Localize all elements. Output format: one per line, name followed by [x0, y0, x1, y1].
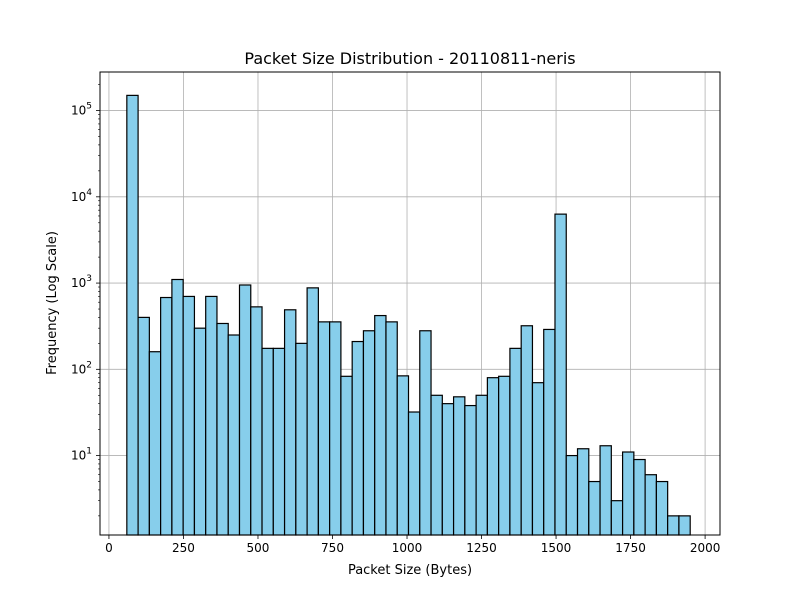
histogram-bar: [317, 321, 331, 536]
histogram-bar: [554, 213, 567, 536]
y-tick-label: 103: [71, 274, 92, 290]
histogram-bar: [205, 295, 218, 536]
histogram-bar: [362, 330, 376, 536]
histogram-bar: [520, 325, 534, 536]
y-tick-label: 102: [71, 360, 92, 376]
y-tick-base: 10: [71, 449, 86, 463]
histogram-bar: [396, 375, 410, 536]
y-tick-base: 10: [71, 190, 86, 204]
histogram-bar: [599, 445, 612, 536]
y-tick-exponent: 2: [86, 360, 92, 370]
histogram-bar: [486, 377, 500, 536]
histogram-bar: [250, 306, 263, 536]
histogram-bar: [283, 309, 297, 536]
histogram-bar: [272, 347, 286, 536]
histogram-bar: [374, 314, 387, 536]
histogram-bar: [419, 330, 432, 536]
histogram-bar: [227, 334, 241, 536]
plot-frame: [99, 71, 721, 536]
histogram-bar: [509, 347, 522, 536]
x-tick-label: 750: [321, 541, 344, 555]
histogram-bar: [565, 454, 579, 536]
y-tick-exponent: 5: [86, 102, 92, 112]
y-axis-label: Frequency (Log Scale): [45, 231, 60, 375]
x-tick-label: 0: [105, 541, 113, 555]
y-tick-exponent: 1: [86, 447, 92, 457]
y-tick-exponent: 4: [86, 188, 92, 198]
histogram-bar: [633, 458, 646, 536]
y-tick-base: 10: [71, 104, 86, 118]
y-tick-base: 10: [71, 362, 86, 376]
histogram-bar: [385, 321, 398, 536]
y-tick-label: 104: [71, 188, 92, 204]
histogram-bar: [464, 404, 477, 536]
histogram-bar: [193, 327, 207, 536]
histogram-bar: [498, 375, 511, 536]
histogram-bar: [261, 347, 274, 536]
histogram-bar: [610, 500, 624, 536]
histogram-bar: [329, 321, 342, 536]
x-tick-label: 1500: [541, 541, 572, 555]
histogram-bar: [531, 382, 545, 536]
histogram-bar: [351, 340, 365, 536]
histogram-bar: [148, 351, 162, 536]
x-tick-label: 2000: [690, 541, 721, 555]
y-tick-label: 105: [71, 102, 92, 118]
histogram-bar: [441, 403, 455, 536]
x-tick-label: 1000: [392, 541, 423, 555]
histogram-bar: [160, 296, 173, 536]
histogram-bar: [543, 328, 556, 536]
y-tick-exponent: 3: [86, 274, 92, 284]
histogram-bar: [306, 287, 319, 536]
x-tick-label: 500: [247, 541, 270, 555]
histogram-bar: [238, 284, 252, 536]
histogram-bar: [576, 448, 590, 536]
histogram-bar: [430, 394, 443, 536]
x-axis-label: Packet Size (Bytes): [348, 563, 472, 578]
histogram-bar: [452, 396, 466, 536]
histogram-bar: [655, 480, 669, 536]
histogram-bar: [407, 411, 421, 536]
y-tick-base: 10: [71, 276, 86, 290]
histogram-bar: [667, 515, 680, 536]
x-axis-ticks: 0 250 500 750 1000 1250 1500 1750 2000: [105, 535, 720, 555]
histogram-bar: [216, 322, 229, 536]
histogram-bar: [340, 375, 353, 536]
histogram-bar: [295, 342, 308, 536]
chart-title: Packet Size Distribution - 20110811-neri…: [244, 49, 575, 68]
histogram-bar: [475, 394, 488, 536]
histogram-bar: [137, 316, 150, 536]
x-tick-label: 1250: [466, 541, 497, 555]
histogram-bar: [621, 451, 635, 536]
histogram-bar: [126, 94, 139, 536]
histogram-bar: [588, 480, 601, 536]
histogram-bar: [678, 515, 691, 536]
histogram-bar: [644, 474, 657, 536]
y-tick-label: 101: [71, 447, 92, 463]
x-tick-label: 250: [172, 541, 195, 555]
histogram-bar: [182, 295, 196, 536]
histogram-bars: [126, 94, 691, 536]
histogram-bar: [171, 278, 184, 536]
x-tick-label: 1750: [615, 541, 646, 555]
